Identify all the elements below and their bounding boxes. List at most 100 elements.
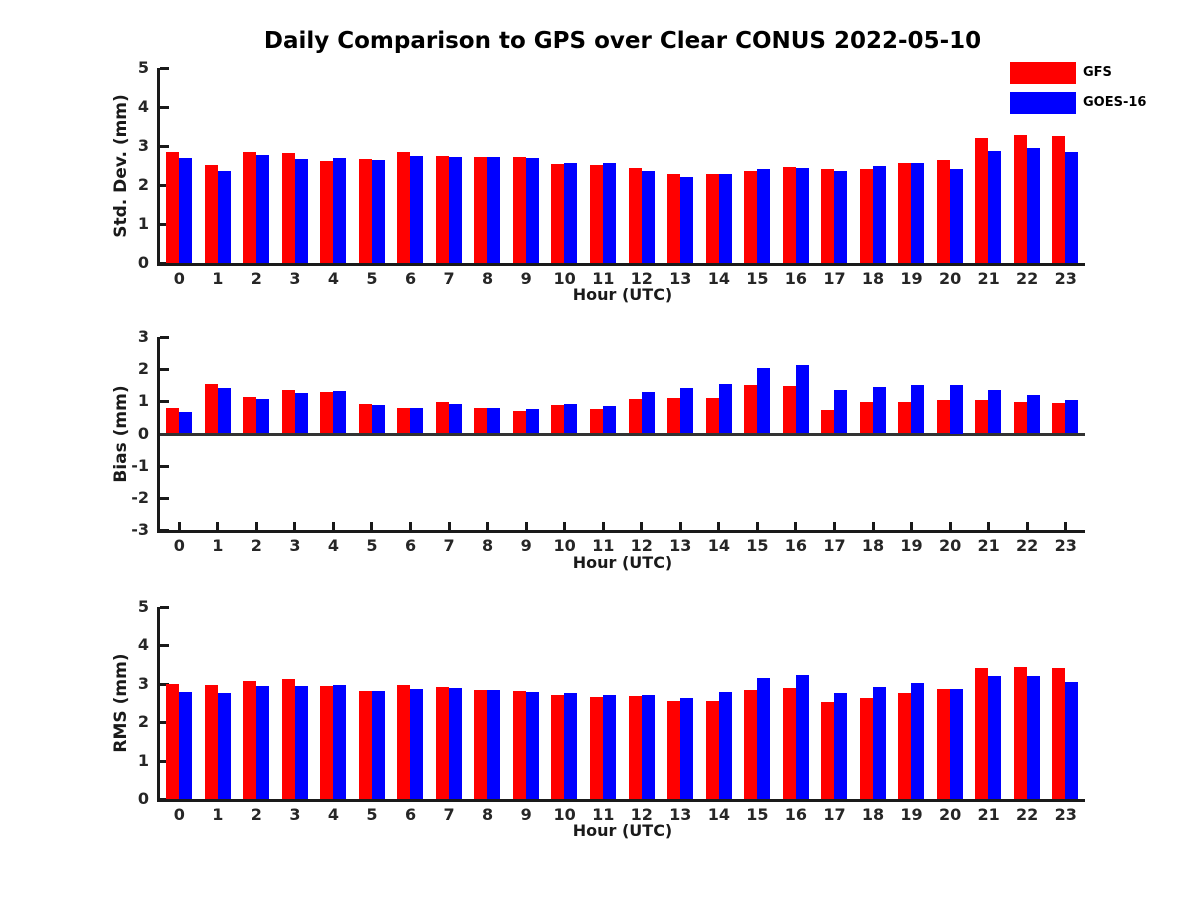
bar-goes-16-h21 [988,676,1002,799]
xlabel-stddev: Hour (UTC) [572,285,673,304]
bar-goes-16-h21 [988,151,1002,263]
x-tick-label: 15 [746,805,769,824]
bar-goes-16-h18 [872,687,886,799]
bar-gfs-h10 [551,404,565,434]
bar-goes-16-h1 [217,171,231,263]
bar-gfs-h5 [358,690,372,799]
x-tick-label: 1 [212,536,224,555]
x-tick-label: 23 [1054,536,1077,555]
x-tick-label: 14 [707,536,730,555]
x-tick-label: 17 [823,269,846,288]
bar-gfs-h9 [512,410,526,434]
bar-gfs-h4 [320,160,334,263]
x-tick [948,522,952,530]
x-tick-label: 2 [250,805,262,824]
y-tick-label: 3 [137,673,149,693]
bar-gfs-h6 [397,685,411,799]
y-tick-label: 4 [137,635,149,655]
bar-gfs-h7 [435,156,449,263]
x-tick-label: 9 [520,805,532,824]
legend-label-gfs: GFS [1083,65,1112,80]
bar-gfs-h5 [358,159,372,263]
bar-gfs-h16 [782,167,796,263]
y-tick-label: 1 [137,214,149,233]
x-tick-label: 20 [938,269,962,288]
bar-gfs-h20 [936,400,950,434]
y-tick [160,798,169,801]
bar-goes-16-h4 [333,390,347,434]
bar-gfs-h15 [744,689,758,799]
x-tick-label: 22 [1016,269,1039,288]
x-tick-label: 18 [861,805,885,824]
x-tick-label: 13 [669,805,692,824]
bar-goes-16-h1 [217,693,231,799]
bar-gfs-h17 [821,701,835,799]
x-tick-label: 1 [212,805,224,824]
bar-gfs-h19 [898,692,912,799]
bar-goes-16-h14 [718,692,732,799]
bar-gfs-h22 [1013,401,1027,434]
y-tick-label: 1 [137,750,149,770]
y-tick [160,529,169,532]
x-tick [254,522,258,530]
bar-gfs-h1 [204,164,218,263]
x-tick-label: 4 [327,269,339,288]
bar-goes-16-h17 [834,170,848,263]
bar-goes-16-h6 [410,407,424,434]
x-tick [293,522,297,530]
y-tick [160,184,169,187]
x-tick-label: 0 [173,805,185,824]
bar-goes-16-h11 [602,406,616,434]
y-axis-line [157,337,160,533]
y-tick [160,400,169,404]
x-tick-label: 21 [977,269,1000,288]
bar-gfs-h3 [281,390,295,434]
bar-gfs-h4 [320,686,334,799]
bar-gfs-h14 [705,397,719,434]
x-tick [177,522,181,530]
bar-goes-16-h7 [448,688,462,799]
bar-goes-16-h22 [1026,394,1040,434]
bar-goes-16-h13 [680,698,694,799]
x-tick-label: 5 [366,269,378,288]
x-tick-label: 17 [823,536,846,555]
bar-goes-16-h2 [256,399,270,434]
x-tick [370,522,374,530]
bar-goes-16-h22 [1026,676,1040,799]
bar-gfs-h3 [281,679,295,799]
bar-gfs-h23 [1052,668,1066,799]
x-tick-label: 2 [250,536,262,555]
bar-goes-16-h5 [371,405,385,434]
x-tick-label: 3 [289,269,301,288]
x-tick-label: 14 [707,269,730,288]
x-tick-label: 11 [592,805,615,824]
y-tick [160,223,169,226]
bar-goes-16-h23 [1065,151,1079,263]
y-tick [160,759,169,763]
x-tick-label: 11 [592,269,615,288]
bar-gfs-h1 [204,685,218,799]
x-tick-label: 12 [630,805,653,824]
bar-goes-16-h9 [525,409,539,434]
x-tick-label: 19 [900,536,923,555]
legend-swatch-goes16 [1010,92,1076,114]
x-tick-label: 8 [482,536,494,555]
x-tick [987,522,991,530]
x-tick-label: 10 [553,269,576,288]
bar-gfs-h19 [898,401,912,434]
bar-gfs-h6 [397,407,411,434]
y-axis-line [157,607,160,802]
x-tick-label: 21 [977,536,1000,555]
x-tick-label: 15 [746,536,769,555]
bar-gfs-h14 [705,700,719,799]
bar-goes-16-h22 [1026,148,1040,263]
bar-goes-16-h13 [680,177,694,263]
bar-gfs-h7 [435,686,449,799]
x-tick [447,522,451,530]
x-tick-label: 6 [404,536,417,555]
bar-goes-16-h21 [988,389,1002,434]
y-tick [160,682,169,686]
bar-goes-16-h4 [333,158,347,263]
y-tick [160,262,169,265]
x-tick-label: 8 [482,269,494,288]
